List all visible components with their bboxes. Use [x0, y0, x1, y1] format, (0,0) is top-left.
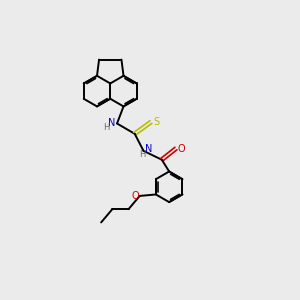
Text: H: H	[140, 150, 146, 159]
Text: H: H	[103, 123, 110, 132]
Text: N: N	[108, 118, 116, 128]
Text: O: O	[131, 191, 139, 201]
Text: N: N	[145, 143, 152, 154]
Text: S: S	[153, 117, 159, 127]
Text: O: O	[177, 143, 185, 154]
